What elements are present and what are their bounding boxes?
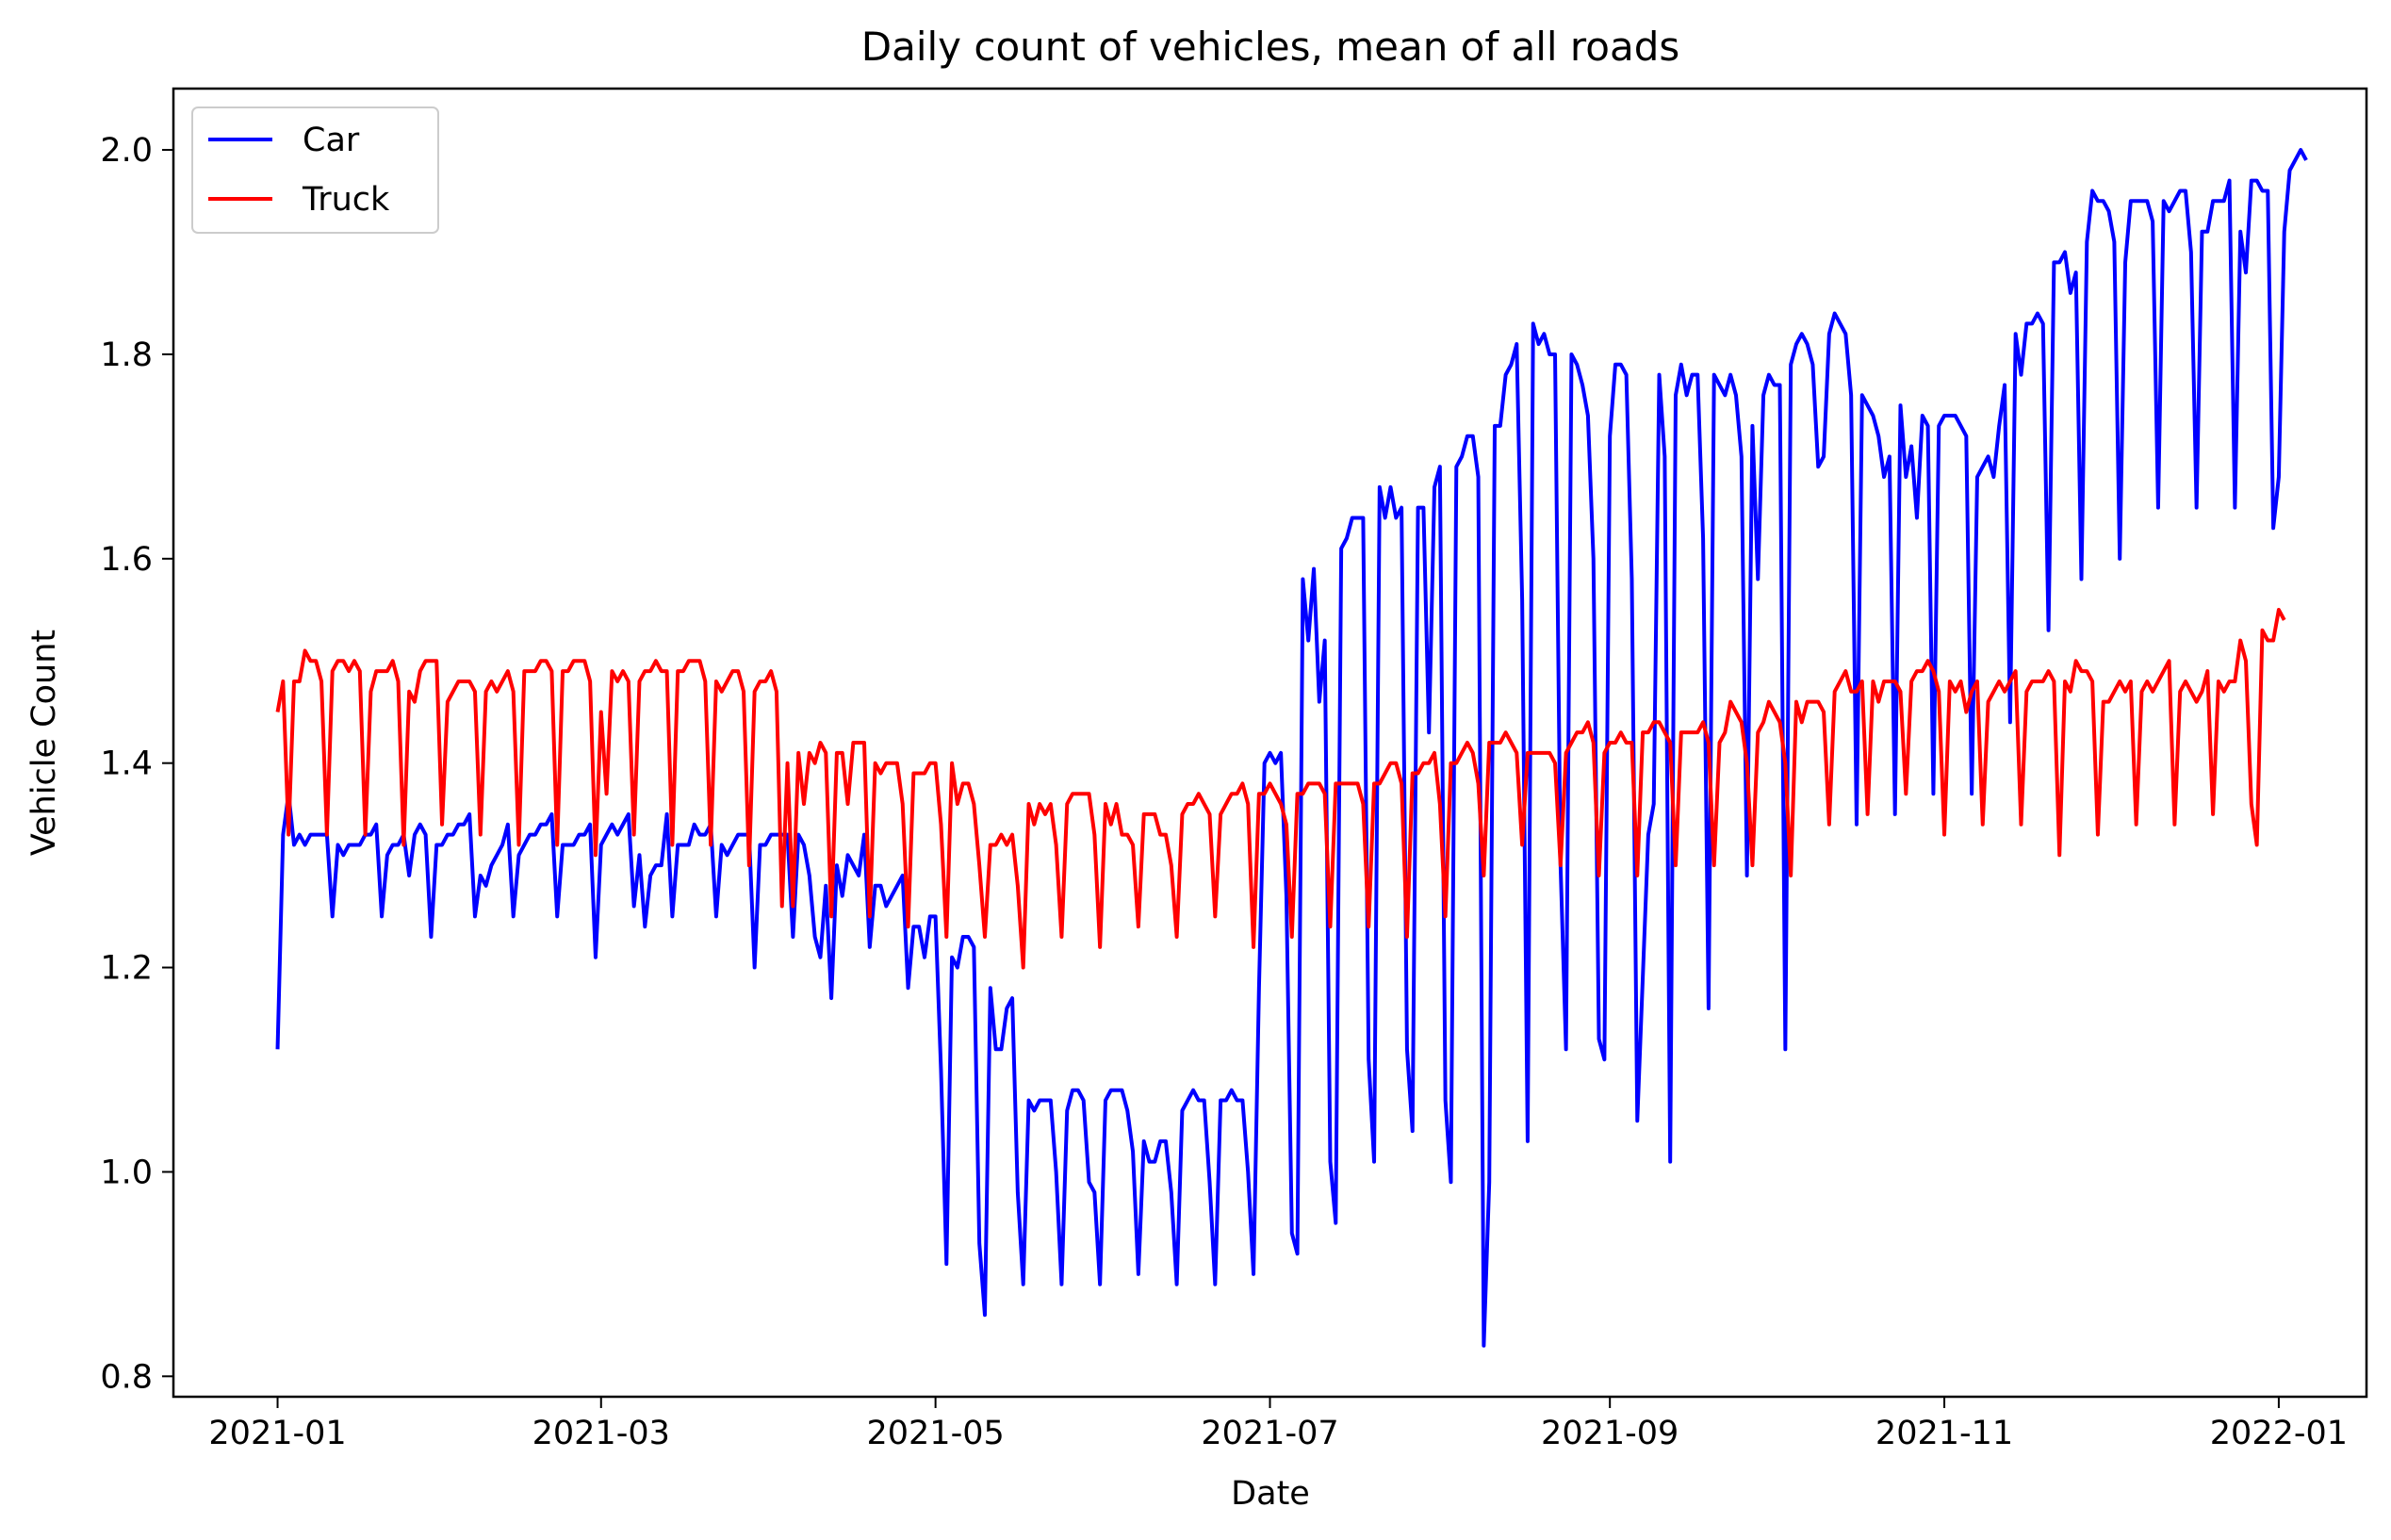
- x-axis: 2021-01 2021-03 2021-05 2021-07 2021-09 2021-…: [208, 1397, 2348, 1452]
- series-line-truck: [275, 608, 2286, 970]
- legend: Car Truck: [191, 106, 439, 234]
- legend-label-car: Car: [303, 122, 360, 159]
- series-layer: [275, 148, 2308, 1348]
- y-axis-label: Vehicle Count: [25, 630, 63, 856]
- y-tick-label: 1.8: [100, 336, 153, 374]
- chart-title: Daily count of vehicles, mean of all roa…: [861, 24, 1680, 70]
- y-tick-label: 1.2: [100, 950, 153, 988]
- y-tick-label: 2.0: [100, 132, 153, 170]
- x-tick-label: 2021-05: [867, 1415, 1005, 1452]
- legend-label-truck: Truck: [302, 181, 390, 219]
- x-tick-label: 2021-09: [1541, 1415, 1679, 1452]
- y-tick-label: 1.0: [100, 1154, 153, 1191]
- plot-frame: [172, 87, 2368, 1399]
- x-tick-label: 2021-11: [1875, 1415, 2013, 1452]
- x-tick-label: 2021-03: [532, 1415, 670, 1452]
- y-axis: 0.8 1.0 1.2 1.4 1.6 1.8 2.0: [100, 132, 173, 1396]
- series-line-car: [275, 148, 2308, 1348]
- y-tick-label: 1.6: [100, 541, 153, 579]
- x-tick-label: 2021-01: [208, 1415, 346, 1452]
- y-tick-label: 0.8: [100, 1358, 153, 1396]
- x-axis-label: Date: [1231, 1475, 1310, 1513]
- x-tick-label: 2022-01: [2210, 1415, 2348, 1452]
- x-tick-label: 2021-07: [1201, 1415, 1338, 1452]
- y-tick-label: 1.4: [100, 745, 153, 783]
